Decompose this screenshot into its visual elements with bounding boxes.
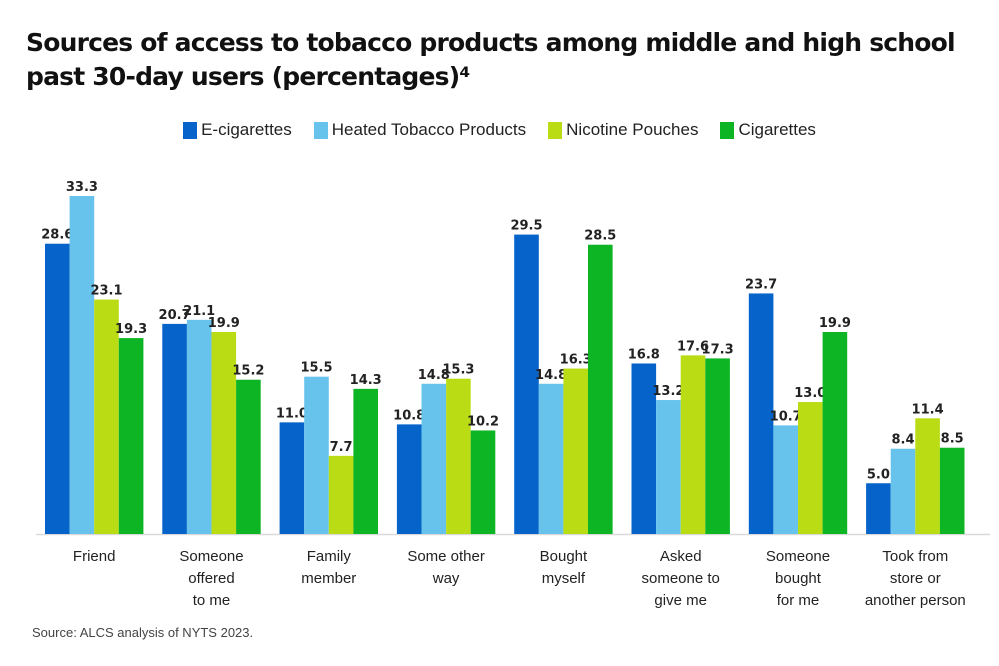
bar-cigarettes-4 — [588, 244, 613, 534]
data-label-cigarettes-3: 10.2 — [467, 414, 499, 429]
bar-e-cigarettes-6 — [748, 293, 774, 534]
x-tick-label-4: Bought myself — [540, 548, 588, 587]
bar-heated-tobacco-products-0 — [69, 196, 95, 534]
legend-label: Cigarettes — [738, 120, 816, 139]
bar-e-cigarettes-4 — [514, 234, 539, 534]
legend-label: E-cigarettes — [201, 120, 292, 139]
chart-title: Sources of access to tobacco products am… — [26, 28, 956, 91]
bar-heated-tobacco-products-6 — [773, 425, 798, 534]
data-label-e-cigarettes-5: 16.8 — [628, 347, 660, 362]
data-label-heated-tobacco-products-7: 8.4 — [891, 433, 914, 448]
data-label-cigarettes-4: 28.5 — [584, 229, 616, 244]
data-label-heated-tobacco-products-3: 14.8 — [418, 368, 450, 383]
data-label-cigarettes-6: 19.9 — [819, 316, 851, 331]
data-label-e-cigarettes-0: 28.6 — [41, 228, 73, 243]
legend: E-cigarettes Heated Tobacco Products Nic… — [0, 120, 999, 140]
legend-swatch-heated-tobacco — [313, 121, 328, 139]
data-label-heated-tobacco-products-2: 15.5 — [300, 361, 332, 376]
bar-nicotine-pouches-7 — [915, 418, 940, 534]
legend-item-cigarettes: Cigarettes — [720, 120, 816, 140]
legend-label: Heated Tobacco Products — [331, 120, 527, 139]
bar-e-cigarettes-1 — [162, 323, 187, 534]
bar-heated-tobacco-products-2 — [304, 376, 329, 534]
data-label-cigarettes-2: 14.3 — [350, 373, 382, 388]
x-tick-label-0: Friend — [73, 548, 116, 565]
data-label-nicotine-pouches-0: 23.1 — [90, 284, 122, 299]
data-label-nicotine-pouches-5: 17.6 — [677, 339, 709, 354]
data-label-e-cigarettes-3: 10.8 — [393, 408, 425, 423]
data-label-heated-tobacco-products-4: 14.8 — [535, 368, 567, 383]
bar-nicotine-pouches-0 — [94, 299, 119, 534]
data-label-e-cigarettes-1: 20.7 — [159, 308, 191, 323]
data-label-cigarettes-1: 15.2 — [232, 364, 264, 379]
bar-cigarettes-1 — [236, 379, 261, 534]
data-label-heated-tobacco-products-0: 33.3 — [66, 180, 98, 195]
x-tick-label-1: Someone offered to me — [179, 548, 243, 609]
data-label-e-cigarettes-4: 29.5 — [510, 219, 542, 234]
bar-heated-tobacco-products-3 — [421, 383, 447, 534]
data-label-cigarettes-7: 8.5 — [941, 432, 964, 447]
legend-label: Nicotine Pouches — [566, 120, 699, 139]
data-label-heated-tobacco-products-5: 13.2 — [652, 384, 684, 399]
data-label-heated-tobacco-products-6: 10.7 — [770, 409, 802, 424]
data-label-e-cigarettes-2: 11.0 — [276, 406, 308, 421]
legend-item-e-cigarettes: E-cigarettes — [183, 120, 292, 140]
data-label-e-cigarettes-6: 23.7 — [745, 277, 777, 292]
data-label-nicotine-pouches-3: 15.3 — [442, 363, 474, 378]
bar-heated-tobacco-products-4 — [538, 383, 564, 534]
data-label-nicotine-pouches-2: 7.7 — [330, 440, 353, 455]
data-label-nicotine-pouches-4: 16.3 — [560, 353, 592, 368]
legend-swatch-e-cigarettes — [183, 121, 198, 139]
legend-swatch-nicotine-pouches — [548, 121, 563, 139]
data-label-nicotine-pouches-1: 19.9 — [208, 316, 240, 331]
data-label-cigarettes-0: 19.3 — [115, 322, 147, 337]
x-tick-label-7: Took from store or another person — [865, 548, 966, 609]
x-tick-label-2: Family member — [301, 548, 356, 587]
bar-nicotine-pouches-2 — [328, 455, 354, 534]
bar-cigarettes-0 — [118, 338, 144, 534]
bar-nicotine-pouches-5 — [680, 355, 706, 534]
bar-nicotine-pouches-3 — [446, 378, 471, 534]
bar-heated-tobacco-products-7 — [890, 448, 916, 534]
bar-nicotine-pouches-1 — [211, 332, 237, 534]
x-tick-label-3: Some other way — [407, 548, 485, 587]
data-label-nicotine-pouches-7: 11.4 — [912, 402, 944, 417]
bar-heated-tobacco-products-1 — [186, 319, 212, 534]
bar-e-cigarettes-3 — [396, 424, 422, 534]
bar-e-cigarettes-2 — [279, 422, 305, 534]
data-label-cigarettes-5: 17.3 — [702, 342, 734, 357]
data-label-e-cigarettes-7: 5.0 — [867, 467, 890, 482]
bar-cigarettes-3 — [470, 430, 496, 534]
x-tick-label-5: Asked someone to give me — [642, 548, 720, 609]
bar-e-cigarettes-5 — [631, 363, 657, 534]
source-note: Source: ALCS analysis of NYTS 2023. — [32, 625, 254, 640]
legend-swatch-cigarettes — [720, 121, 735, 139]
bar-cigarettes-7 — [939, 447, 965, 534]
bar-nicotine-pouches-4 — [563, 368, 588, 534]
bar-nicotine-pouches-6 — [798, 402, 823, 534]
bar-cigarettes-5 — [705, 358, 730, 534]
bar-cigarettes-2 — [353, 388, 378, 534]
legend-item-heated-tobacco: Heated Tobacco Products — [313, 120, 527, 140]
x-tick-label-6: Someone bought for me — [766, 548, 830, 609]
data-label-nicotine-pouches-6: 13.0 — [794, 386, 826, 401]
bar-heated-tobacco-products-5 — [656, 400, 681, 534]
legend-item-nicotine-pouches: Nicotine Pouches — [548, 120, 698, 140]
bar-cigarettes-6 — [822, 332, 848, 534]
data-label-heated-tobacco-products-1: 21.1 — [183, 304, 215, 319]
bar-e-cigarettes-7 — [866, 483, 891, 534]
bar-e-cigarettes-0 — [45, 243, 70, 534]
